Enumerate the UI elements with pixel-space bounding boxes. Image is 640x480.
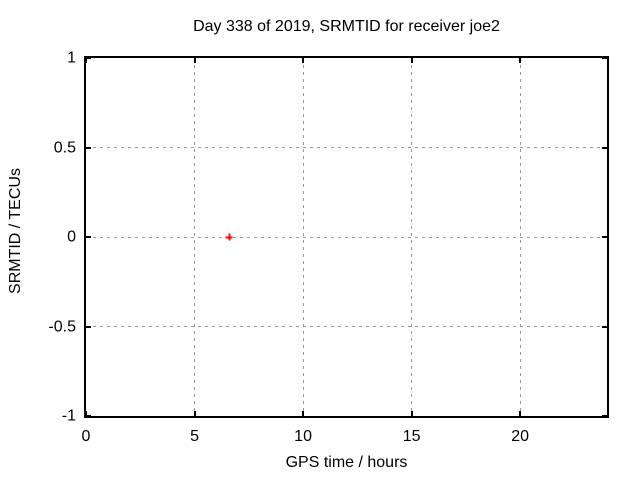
chart-title: Day 338 of 2019, SRMTID for receiver joe… [193, 18, 500, 35]
y-tick-label: 1 [67, 49, 76, 67]
y-tick-label: 0 [67, 228, 76, 246]
y-tick-mark [86, 325, 91, 328]
y-tick-mark [86, 57, 91, 59]
y-tick-label: -1 [61, 407, 76, 425]
grid-line-horizontal [86, 147, 607, 148]
x-tick-mark-mirror [85, 58, 87, 63]
y-tick-mark [86, 146, 91, 149]
y-tick-label: 0.5 [53, 139, 76, 156]
x-tick-label: 0 [81, 428, 91, 445]
x-tick-label: 5 [190, 428, 199, 445]
grid-line-horizontal [86, 326, 607, 327]
x-axis-label: GPS time / hours [285, 454, 408, 471]
x-tick-mark [193, 411, 196, 416]
y-tick-mark [86, 415, 91, 417]
data-point-marker [225, 233, 233, 241]
x-tick-label: 20 [511, 428, 530, 445]
y-axis-label: SRMTID / TECUs [7, 168, 24, 294]
y-tick-mark-mirror [602, 415, 607, 417]
x-tick-mark [410, 411, 413, 416]
y-tick-mark-mirror [602, 57, 607, 59]
x-tick-mark-mirror [410, 58, 413, 63]
x-tick-mark [302, 411, 305, 416]
x-tick-mark [519, 411, 522, 416]
x-tick-mark [85, 411, 87, 416]
x-tick-label: 10 [294, 428, 312, 445]
y-tick-mark-mirror [602, 146, 607, 149]
y-tick-mark-mirror [602, 236, 607, 238]
y-tick-mark [86, 236, 91, 238]
x-tick-mark-mirror [193, 58, 196, 63]
x-tick-mark-mirror [302, 58, 305, 63]
x-tick-mark-mirror [519, 58, 522, 63]
grid-line-horizontal [86, 236, 607, 238]
plot-area: 0 5 10 15 20 -1 -0.5 0 0.5 1 [48, 50, 609, 445]
y-tick-label: -0.5 [48, 318, 76, 335]
plus-marker-vertical-bar [228, 233, 231, 241]
x-tick-label: 15 [402, 428, 421, 445]
y-tick-mark-mirror [602, 325, 607, 328]
